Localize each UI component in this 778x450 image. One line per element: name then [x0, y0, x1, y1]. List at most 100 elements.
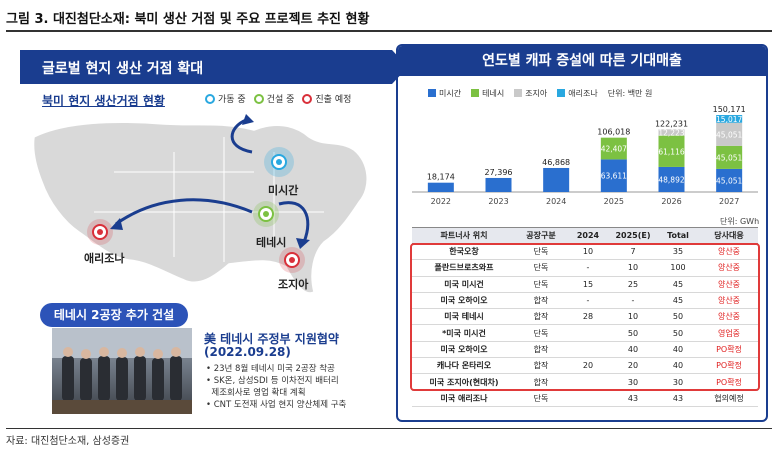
table-cell: 10: [566, 243, 610, 261]
figure-source: 자료: 대진첨단소재, 삼성증권: [6, 436, 130, 447]
operating-dot-icon: [205, 94, 215, 104]
x-tick-label: 2024: [546, 197, 566, 206]
legend-operating: 가동 중: [205, 92, 246, 105]
georgia-swatch-icon: [514, 89, 523, 97]
table-cell: 10: [610, 259, 656, 277]
total-label: 122,231: [655, 119, 688, 128]
table-cell: 15: [566, 276, 610, 293]
table-cell: 양산중: [700, 243, 758, 261]
table-cell: 합작: [516, 292, 566, 310]
bullet-3: 제조회사로 영업 확대 계획: [206, 388, 306, 398]
table-cell: 단독: [516, 390, 566, 407]
table-row: 한국오창 단독 10 7 35 양산중: [412, 243, 758, 261]
total-label: 150,171: [713, 105, 746, 114]
table-header-row: 파트너사 위치 공장구분 2024 2025(E) Total 당사대응: [412, 227, 758, 244]
chart-unit: 단위: 백만 원: [607, 89, 653, 98]
bullet-4: • CNT 도전재 사업 현지 양산체제 구축: [206, 400, 347, 410]
map-legend: 가동 중 건설 중 진출 예정: [205, 92, 351, 105]
table-cell: 50: [610, 324, 656, 342]
left-banner: 글로벌 현지 생산 거점 확대: [20, 50, 408, 84]
table-cell: 협의예정: [700, 390, 758, 407]
table-cell: 단독: [516, 324, 566, 342]
legend-planned: 진출 예정: [302, 92, 351, 105]
table-cell: 10: [610, 308, 656, 326]
table-cell: 합작: [516, 308, 566, 326]
table-cell: 7: [610, 243, 656, 261]
table-cell: [566, 341, 610, 359]
header-total: Total: [656, 227, 700, 244]
right-panel: [396, 44, 768, 422]
table-cell: 45: [656, 292, 700, 310]
bullet-2: • SK온, 삼성SDI 등 이차전지 배터리: [206, 376, 339, 386]
table-cell: 28: [566, 308, 610, 326]
figure-title: 그림 3. 대진첨단소재: 북미 생산 거점 및 주요 프로젝트 추진 현황: [6, 12, 370, 27]
table-cell: 50: [656, 324, 700, 342]
tennessee-bullets: • 23년 8월 테네시 미국 2공장 착공 • SK온, 삼성SDI 등 이차…: [206, 363, 346, 411]
segment-label: 15,017: [716, 115, 742, 124]
legend-georgia: 조지아: [514, 88, 547, 99]
segment-label: 45,051: [716, 153, 742, 162]
table-cell: 캐나다 온타리오: [412, 357, 516, 375]
table-cell: 43: [610, 390, 656, 407]
table-cell: 영업중: [700, 324, 758, 342]
x-tick-label: 2027: [719, 197, 739, 206]
table-row: 폴란드브로츠와프 단독 -10 100 양산중: [412, 259, 758, 277]
header-partner: 파트너사 위치: [412, 227, 516, 244]
segment-label: 45,051: [716, 130, 742, 139]
header-type: 공장구분: [516, 227, 566, 244]
table-cell: 미국 미시건: [412, 276, 516, 293]
table-cell: 20: [610, 357, 656, 375]
table-cell: 양산중: [700, 292, 758, 310]
legend-tennessee: 테네시: [471, 88, 504, 99]
bar-segment-2026-0: [658, 166, 685, 192]
right-panel-title: 연도별 캐파 증설에 따른 기대매출: [398, 46, 766, 76]
tennessee-banner: 테네시 2공장 추가 건설: [40, 303, 188, 327]
table-cell: 25: [610, 276, 656, 293]
table-cell: -: [566, 259, 610, 277]
table-cell: -: [610, 292, 656, 310]
x-tick-label: 2025: [604, 197, 624, 206]
segment-label: 12,223: [658, 128, 684, 137]
banner-arrow-shape: [20, 50, 408, 84]
michigan-swatch-icon: [428, 89, 436, 97]
table-row: 미국 애리조나 단독 43 43 협의예정: [412, 390, 758, 407]
constructing-dot-icon: [253, 94, 264, 104]
table-cell: 폴란드브로츠와프: [412, 259, 516, 277]
table-row: 미국 테네시 합작 28 10 50 양산중: [412, 308, 758, 326]
site-label-michigan: 미시간: [268, 184, 299, 197]
total-label: 46,868: [542, 158, 570, 167]
table-cell: 40: [610, 341, 656, 359]
table-cell: 양산중: [700, 308, 758, 326]
tennessee-headline: 美 테네시 주정부 지원협약: [204, 332, 339, 346]
table-cell: 50: [656, 308, 700, 326]
bar-segment-2025-1: [600, 137, 627, 160]
site-label-georgia: 조지아: [278, 278, 309, 291]
ceremony-photo: [52, 328, 192, 414]
planned-dot-icon: [302, 94, 313, 104]
table-cell: 45: [656, 276, 700, 293]
bar-segment-2023-0: [485, 177, 512, 192]
legend-constructing: 건설 중: [253, 92, 294, 105]
table-cell: 20: [566, 357, 610, 375]
table-row: *미국 미시건 단독 50 50 영업중: [412, 324, 758, 342]
table-cell: 합작: [516, 357, 566, 375]
table-cell: [566, 324, 610, 342]
table-row: 미국 오하이오 합작 - -45 양산중: [412, 292, 758, 310]
segment-label: 61,116: [658, 147, 684, 156]
arizona-swatch-icon: [557, 89, 566, 97]
bar-segment-2027-0: [716, 168, 743, 192]
partner-table: 파트너사 위치 공장구분 2024 2025(E) Total 당사대응 한국오…: [412, 227, 758, 407]
table-cell: PO확정: [700, 357, 758, 375]
table-cell: -: [566, 292, 610, 310]
table-cell: 합작: [516, 341, 566, 359]
map-subtitle: 북미 현지 생산거점 현황: [42, 94, 165, 108]
bar-segment-2024-0: [543, 167, 570, 192]
table-cell: 35: [656, 243, 700, 261]
tennessee-date: (2022.09.28): [204, 345, 291, 359]
site-label-arizona: 애리조나: [84, 252, 125, 265]
top-rule: [6, 30, 772, 32]
tennessee-swatch-icon: [471, 89, 480, 97]
bar-segment-2027-2: [716, 122, 743, 146]
segment-label: 63,611: [601, 172, 627, 181]
total-label: 27,396: [485, 168, 513, 177]
